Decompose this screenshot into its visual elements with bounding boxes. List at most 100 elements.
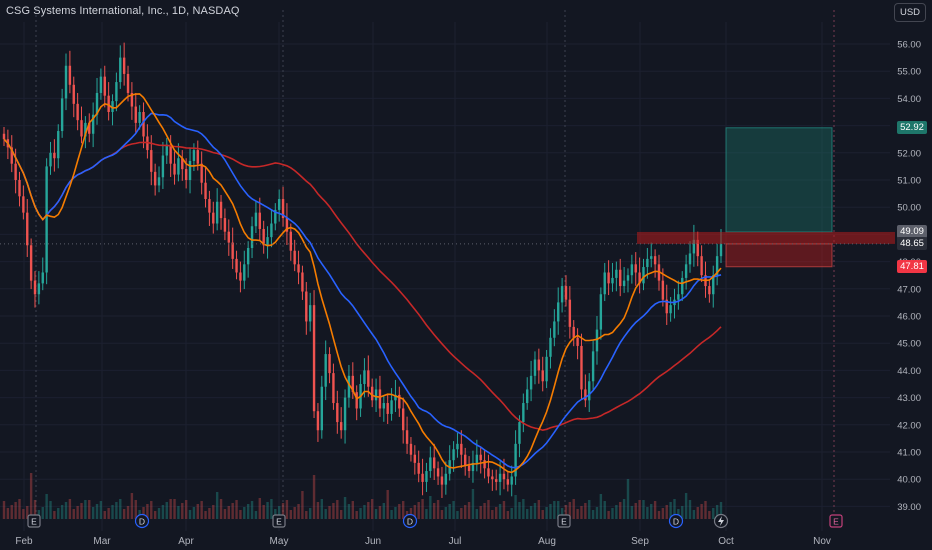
candle bbox=[33, 280, 37, 295]
candle bbox=[355, 392, 358, 409]
volume-bar bbox=[173, 499, 176, 519]
volume-bar bbox=[378, 506, 382, 519]
candle bbox=[696, 239, 699, 257]
moving-average-slow-line bbox=[3, 138, 722, 432]
candle bbox=[80, 120, 83, 137]
candle bbox=[297, 264, 300, 273]
volume-bar bbox=[564, 505, 568, 519]
candle bbox=[526, 389, 529, 404]
candle bbox=[537, 359, 541, 371]
candle bbox=[529, 375, 533, 390]
volume-bar bbox=[541, 510, 544, 519]
candle bbox=[49, 152, 52, 167]
volume-bar bbox=[576, 509, 579, 519]
volume-bar bbox=[409, 508, 413, 519]
volume-bar bbox=[363, 505, 366, 519]
candle bbox=[413, 454, 417, 463]
candle bbox=[692, 239, 696, 254]
dividend-event-icon[interactable]: D bbox=[134, 513, 150, 529]
candle bbox=[64, 65, 68, 99]
candle bbox=[549, 337, 552, 357]
volume-bar bbox=[320, 499, 324, 519]
candle bbox=[401, 408, 405, 431]
volume-bar bbox=[103, 511, 106, 519]
candle bbox=[142, 112, 145, 137]
candle bbox=[161, 155, 165, 178]
candle bbox=[688, 253, 692, 265]
volume-bar bbox=[6, 508, 10, 519]
volume-bar bbox=[115, 502, 118, 519]
candle bbox=[88, 122, 91, 134]
candle bbox=[615, 269, 618, 278]
volume-bar bbox=[370, 499, 374, 519]
volume-bar bbox=[417, 502, 420, 519]
currency-button[interactable]: USD bbox=[894, 3, 926, 22]
volume-bar bbox=[712, 508, 715, 519]
volume-bar bbox=[107, 508, 110, 519]
volume-bar bbox=[452, 501, 455, 519]
volume-bar bbox=[386, 490, 389, 519]
y-tick-label: 47.00 bbox=[897, 284, 921, 295]
x-tick-label: Oct bbox=[718, 536, 734, 547]
candle bbox=[545, 356, 548, 382]
volume-bar bbox=[91, 507, 95, 519]
volume-bar bbox=[153, 511, 157, 519]
volume-bar bbox=[336, 500, 339, 519]
volume-bar bbox=[650, 504, 653, 519]
candle bbox=[157, 177, 161, 186]
volume-bar bbox=[95, 504, 99, 519]
volume-bar bbox=[88, 500, 91, 519]
volume-bar bbox=[235, 500, 238, 519]
volume-bar bbox=[293, 507, 296, 519]
volume-bar bbox=[14, 502, 17, 519]
candle bbox=[595, 329, 599, 352]
candle bbox=[681, 277, 684, 295]
volume-bar bbox=[119, 499, 122, 519]
candle bbox=[634, 264, 637, 273]
volume-bar bbox=[227, 506, 230, 519]
volume-bar bbox=[270, 499, 273, 519]
candle bbox=[324, 354, 327, 387]
volume-bar bbox=[421, 499, 424, 519]
candle bbox=[99, 76, 103, 93]
event-marker-label: D bbox=[139, 516, 145, 526]
candle bbox=[258, 212, 261, 229]
earnings-event-icon[interactable]: E bbox=[829, 514, 843, 528]
volume-bar bbox=[429, 496, 432, 519]
earnings-event-icon[interactable]: E bbox=[557, 514, 571, 528]
volume-bar bbox=[192, 507, 196, 519]
candle bbox=[204, 182, 207, 200]
moving-average-mid-line bbox=[3, 112, 722, 469]
candle bbox=[498, 473, 502, 482]
volume-bar bbox=[432, 503, 436, 519]
dividend-event-icon[interactable]: D bbox=[402, 513, 418, 529]
volume-bar bbox=[626, 479, 630, 519]
candle bbox=[510, 476, 513, 485]
candle bbox=[347, 375, 351, 398]
volume-bar bbox=[84, 500, 87, 519]
candle bbox=[603, 272, 606, 295]
candle bbox=[653, 256, 657, 265]
earnings-event-icon[interactable]: E bbox=[272, 514, 286, 528]
x-tick-label: Jun bbox=[365, 536, 381, 547]
candle bbox=[630, 264, 634, 276]
candle bbox=[332, 373, 335, 404]
volume-bar bbox=[184, 500, 188, 519]
candle bbox=[351, 375, 355, 393]
candle bbox=[378, 389, 382, 409]
candle bbox=[398, 394, 401, 409]
candle bbox=[487, 468, 490, 477]
volume-bar bbox=[611, 508, 614, 519]
volume-bar bbox=[479, 506, 482, 519]
y-tick-label: 41.00 bbox=[897, 448, 921, 459]
dividend-event-icon[interactable]: D bbox=[668, 513, 684, 529]
volume-bar bbox=[537, 500, 541, 519]
volume-bar bbox=[301, 491, 304, 519]
candle bbox=[452, 449, 455, 461]
volume-bar bbox=[514, 495, 517, 519]
event-marker-label: E bbox=[31, 516, 37, 526]
earnings-event-icon[interactable]: E bbox=[27, 514, 41, 528]
candle bbox=[138, 112, 141, 123]
candle bbox=[638, 272, 641, 284]
